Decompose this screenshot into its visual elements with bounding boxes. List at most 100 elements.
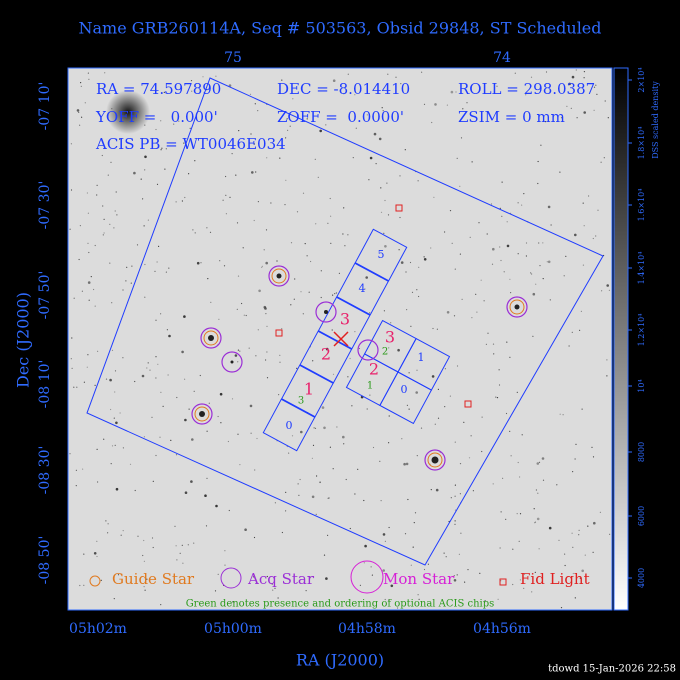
field-star	[352, 157, 354, 159]
field-star	[608, 289, 611, 291]
star	[276, 273, 282, 279]
field-star	[505, 412, 508, 415]
field-star	[514, 72, 516, 74]
field-star	[311, 495, 315, 499]
field-star	[384, 540, 386, 542]
field-star	[94, 244, 96, 247]
field-star	[470, 435, 472, 437]
field-star	[380, 187, 382, 189]
field-star	[521, 204, 523, 206]
field-star	[572, 572, 574, 575]
field-star	[512, 548, 514, 550]
field-star	[210, 301, 212, 303]
field-star	[458, 553, 460, 555]
field-star	[490, 203, 493, 205]
field-star	[475, 293, 477, 295]
field-star	[415, 391, 419, 394]
field-star	[152, 480, 154, 482]
chip-label: 1	[418, 351, 425, 364]
field-star	[558, 539, 560, 542]
field-star	[571, 331, 573, 333]
field-star	[88, 78, 90, 80]
field-star	[161, 147, 163, 149]
field-star	[235, 174, 237, 176]
field-star	[444, 231, 446, 233]
field-star	[423, 103, 426, 105]
fid-lights	[275, 204, 472, 408]
field-star	[96, 540, 98, 542]
acis-s-chip	[317, 296, 371, 350]
field-star	[266, 575, 268, 578]
field-star	[187, 544, 189, 546]
field-star	[459, 463, 462, 465]
field-star	[285, 179, 287, 181]
field-star	[70, 143, 72, 145]
field-star	[454, 484, 456, 486]
field-star	[560, 117, 563, 119]
field-star	[122, 447, 124, 449]
field-star	[69, 453, 71, 455]
field-star	[160, 391, 162, 393]
field-star	[345, 478, 347, 481]
field-star	[454, 441, 456, 443]
chip-label: 0	[286, 419, 293, 432]
field-star	[547, 205, 551, 209]
field-star	[176, 396, 178, 399]
field-star	[279, 157, 281, 159]
field-star	[82, 468, 84, 470]
field-star	[463, 421, 465, 423]
field-star	[319, 481, 321, 484]
field-star	[238, 130, 240, 132]
field-star	[120, 534, 122, 536]
field-star	[538, 461, 541, 463]
field-star	[196, 261, 200, 265]
field-star	[410, 564, 412, 566]
field-star	[381, 107, 383, 109]
field-star	[222, 199, 224, 201]
field-star	[80, 82, 82, 84]
field-star	[499, 207, 501, 209]
field-star	[500, 511, 502, 513]
field-star	[347, 73, 349, 75]
field-star	[484, 600, 486, 602]
field-star	[114, 391, 116, 393]
field-star	[330, 215, 332, 217]
fid-light	[275, 329, 283, 337]
field-star	[584, 554, 586, 556]
field-star	[410, 325, 412, 327]
field-star	[184, 491, 188, 495]
field-star	[251, 171, 254, 174]
field-star	[160, 604, 162, 606]
acq-star	[424, 449, 446, 471]
acq-star	[268, 265, 290, 287]
field-star	[421, 71, 423, 73]
field-star	[249, 93, 252, 95]
field-star	[78, 111, 80, 113]
field-star	[351, 405, 353, 407]
field-star	[206, 227, 208, 229]
field-star	[523, 587, 525, 590]
field-star	[102, 234, 104, 236]
field-star	[168, 334, 171, 338]
field-star	[254, 103, 256, 105]
field-star	[454, 520, 456, 522]
field-star	[607, 117, 609, 119]
field-star	[126, 266, 128, 268]
field-star	[225, 213, 227, 215]
field-star	[583, 225, 585, 227]
field-star	[144, 296, 146, 298]
field-star	[363, 562, 365, 564]
field-star	[237, 349, 239, 351]
field-star	[224, 564, 226, 566]
field-star	[69, 228, 71, 230]
chip-order: 1	[304, 380, 314, 399]
field-star	[255, 171, 257, 173]
footnote: Green denotes presence and ordering of o…	[186, 599, 495, 610]
field-star	[497, 598, 499, 600]
field-star	[289, 125, 291, 127]
field-star	[199, 374, 201, 377]
field-star	[159, 436, 161, 438]
chip-label: 4	[359, 282, 366, 295]
field-star	[545, 71, 548, 73]
field-star	[250, 432, 252, 434]
